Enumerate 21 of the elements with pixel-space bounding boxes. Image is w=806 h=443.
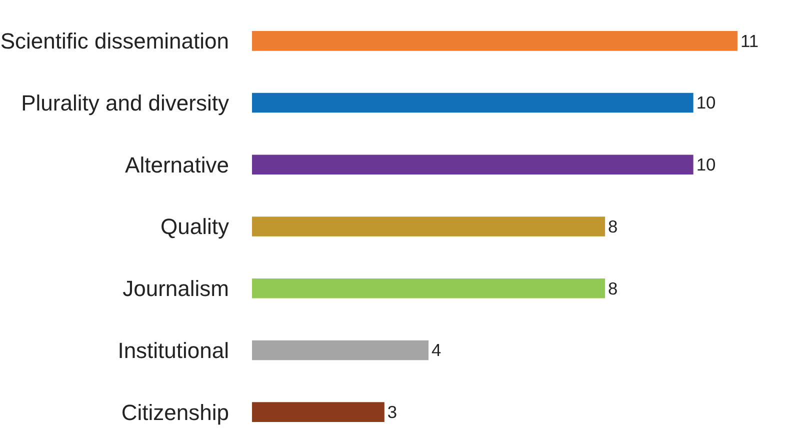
y-tick-label: Alternative [125, 152, 229, 178]
bar [252, 402, 384, 422]
data-label: 10 [696, 154, 716, 175]
data-label: 3 [387, 402, 398, 422]
data-label: 8 [608, 278, 618, 298]
bar [252, 216, 606, 236]
y-tick-label: Scientific dissemination [0, 28, 229, 54]
data-label: 4 [432, 340, 442, 360]
y-tick-label: Plurality and diversity [21, 90, 229, 116]
data-label: 8 [608, 216, 618, 236]
bar [252, 154, 694, 175]
bar [252, 340, 429, 360]
y-tick-label: Citizenship [121, 400, 229, 425]
bar [252, 92, 694, 113]
y-tick-label: Quality [160, 214, 229, 240]
data-label: 11 [740, 30, 759, 51]
bar [252, 278, 606, 298]
y-tick-label: Institutional [118, 338, 229, 363]
bar [252, 31, 738, 51]
data-label: 10 [696, 92, 716, 113]
y-tick-label: Journalism [122, 276, 229, 302]
